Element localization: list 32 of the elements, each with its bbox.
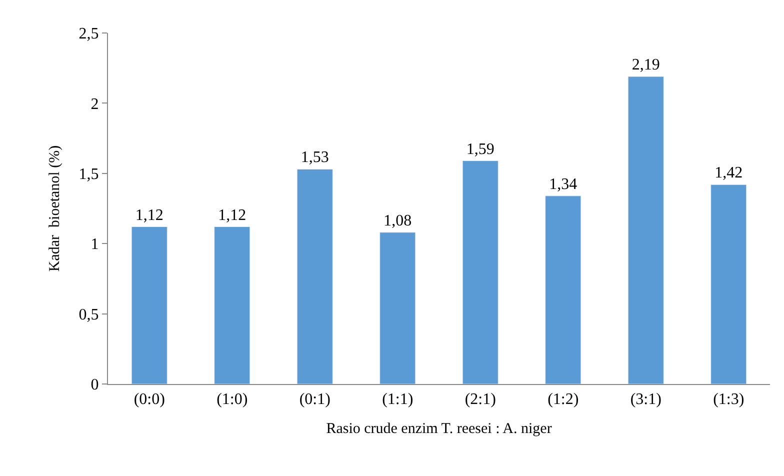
bar bbox=[710, 184, 747, 384]
data-label: 1,53 bbox=[300, 149, 329, 166]
y-tick-label: 1 bbox=[90, 236, 99, 254]
x-tick-label: (1:0) bbox=[216, 391, 248, 408]
y-tick-label: 2 bbox=[90, 96, 99, 113]
y-tick-label: 2,5 bbox=[78, 26, 99, 43]
x-axis-title: Rasio crude enzim T. reesei : A. niger bbox=[326, 421, 552, 438]
x-tick-label: (0:0) bbox=[134, 391, 165, 408]
x-tick-label: (3:1) bbox=[630, 391, 662, 408]
data-label: 1,34 bbox=[549, 176, 578, 193]
x-tick-label: (1:1) bbox=[382, 391, 414, 408]
x-tick-label: (1:2) bbox=[548, 391, 579, 408]
data-label: 1,59 bbox=[466, 140, 494, 158]
y-tick-label: 0,5 bbox=[78, 306, 99, 324]
data-label: 1,12 bbox=[135, 206, 164, 224]
bar bbox=[380, 232, 416, 384]
data-label: 1,42 bbox=[714, 164, 743, 182]
data-label: 1,12 bbox=[218, 206, 246, 224]
data-label: 1,08 bbox=[384, 212, 412, 230]
bar bbox=[214, 226, 250, 384]
bar bbox=[296, 168, 333, 384]
y-tick-label: 1,5 bbox=[78, 166, 99, 183]
x-tick-label: (2:1) bbox=[464, 391, 496, 408]
bar bbox=[462, 160, 498, 384]
data-label: 2,19 bbox=[632, 56, 660, 74]
bar bbox=[131, 226, 168, 384]
x-tick-label: (1:3) bbox=[713, 391, 744, 408]
y-tick-label: 0 bbox=[90, 376, 99, 394]
x-tick-label: (0:1) bbox=[299, 391, 330, 408]
bar bbox=[628, 76, 664, 384]
bar bbox=[545, 196, 582, 384]
y-axis-title: Kadar bioetanol (%) bbox=[47, 145, 64, 272]
